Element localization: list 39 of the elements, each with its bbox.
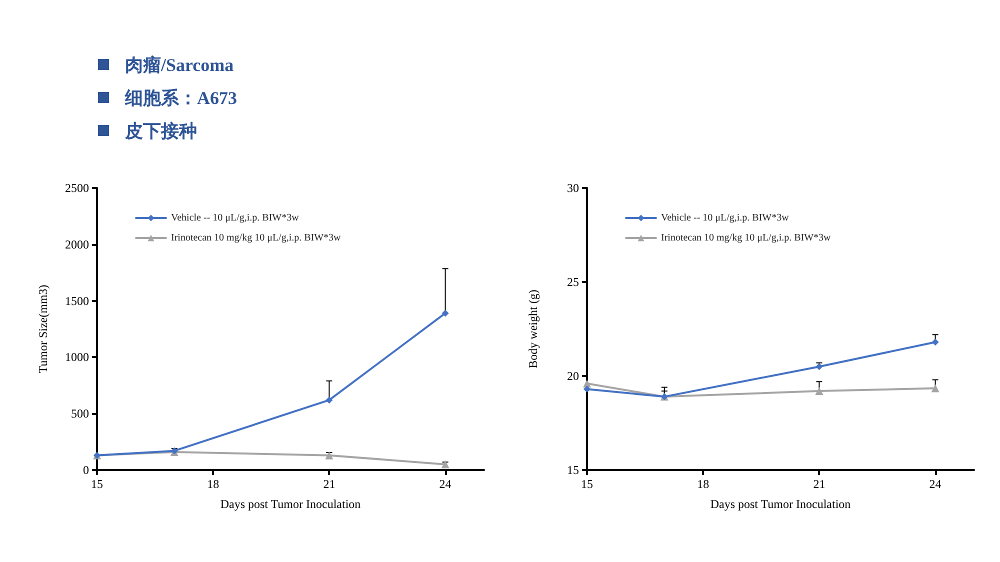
x-axis-title: Days post Tumor Inoculation: [220, 497, 361, 511]
y-tick-label: 15: [567, 463, 579, 477]
point: [932, 338, 939, 346]
legend-label: Vehicle -- 10 μL/g,i.p. BIW*3w: [171, 212, 300, 224]
point: [442, 310, 449, 317]
y-tick-label: 30: [567, 181, 579, 195]
x-tick-label: 21: [323, 477, 336, 491]
legend-label: Irinotecan 10 mg/kg 10 μL/g,i.p. BIW*3w: [661, 232, 832, 244]
point: [325, 451, 334, 460]
x-axis-title: Days post Tumor Inoculation: [710, 497, 851, 511]
text: 皮下接种: [125, 120, 197, 142]
x-tick-label: 24: [929, 477, 942, 491]
point: [816, 363, 823, 370]
y-tick-label: 500: [71, 406, 89, 421]
y-tick-label: 25: [567, 275, 579, 289]
y-axis-title: Tumor Size(mm3): [36, 284, 50, 374]
y-tick-label: 2000: [65, 237, 89, 252]
x-tick-label: 18: [207, 477, 220, 491]
x-tick-label: 21: [813, 477, 826, 491]
point: [584, 386, 590, 393]
x-tick-label: 15: [91, 477, 103, 491]
text: 细胞系：A673: [125, 86, 237, 110]
x-tick-label: 15: [581, 477, 593, 491]
point: [815, 387, 824, 396]
point: [326, 396, 333, 404]
point: [583, 380, 591, 388]
y-tick-label: 1500: [65, 294, 89, 308]
x-tick-label: 24: [439, 477, 452, 491]
x-tick-label: 18: [697, 477, 710, 491]
legend-label: Irinotecan 10 mg/kg 10 μL/g,i.p. BIW*3w: [171, 232, 342, 244]
y-tick-label: 2500: [65, 181, 89, 195]
y-tick-label: 0: [83, 463, 89, 477]
y-tick-label: 1000: [65, 350, 89, 364]
point: [441, 460, 450, 468]
y-axis-title: Body weight (g): [526, 290, 540, 368]
legend-label: Vehicle -- 10 μL/g,i.p. BIW*3w: [661, 212, 790, 224]
text: 肉瘤/Sarcoma: [125, 54, 234, 76]
y-tick-label: 20: [567, 369, 579, 383]
point: [931, 384, 940, 392]
